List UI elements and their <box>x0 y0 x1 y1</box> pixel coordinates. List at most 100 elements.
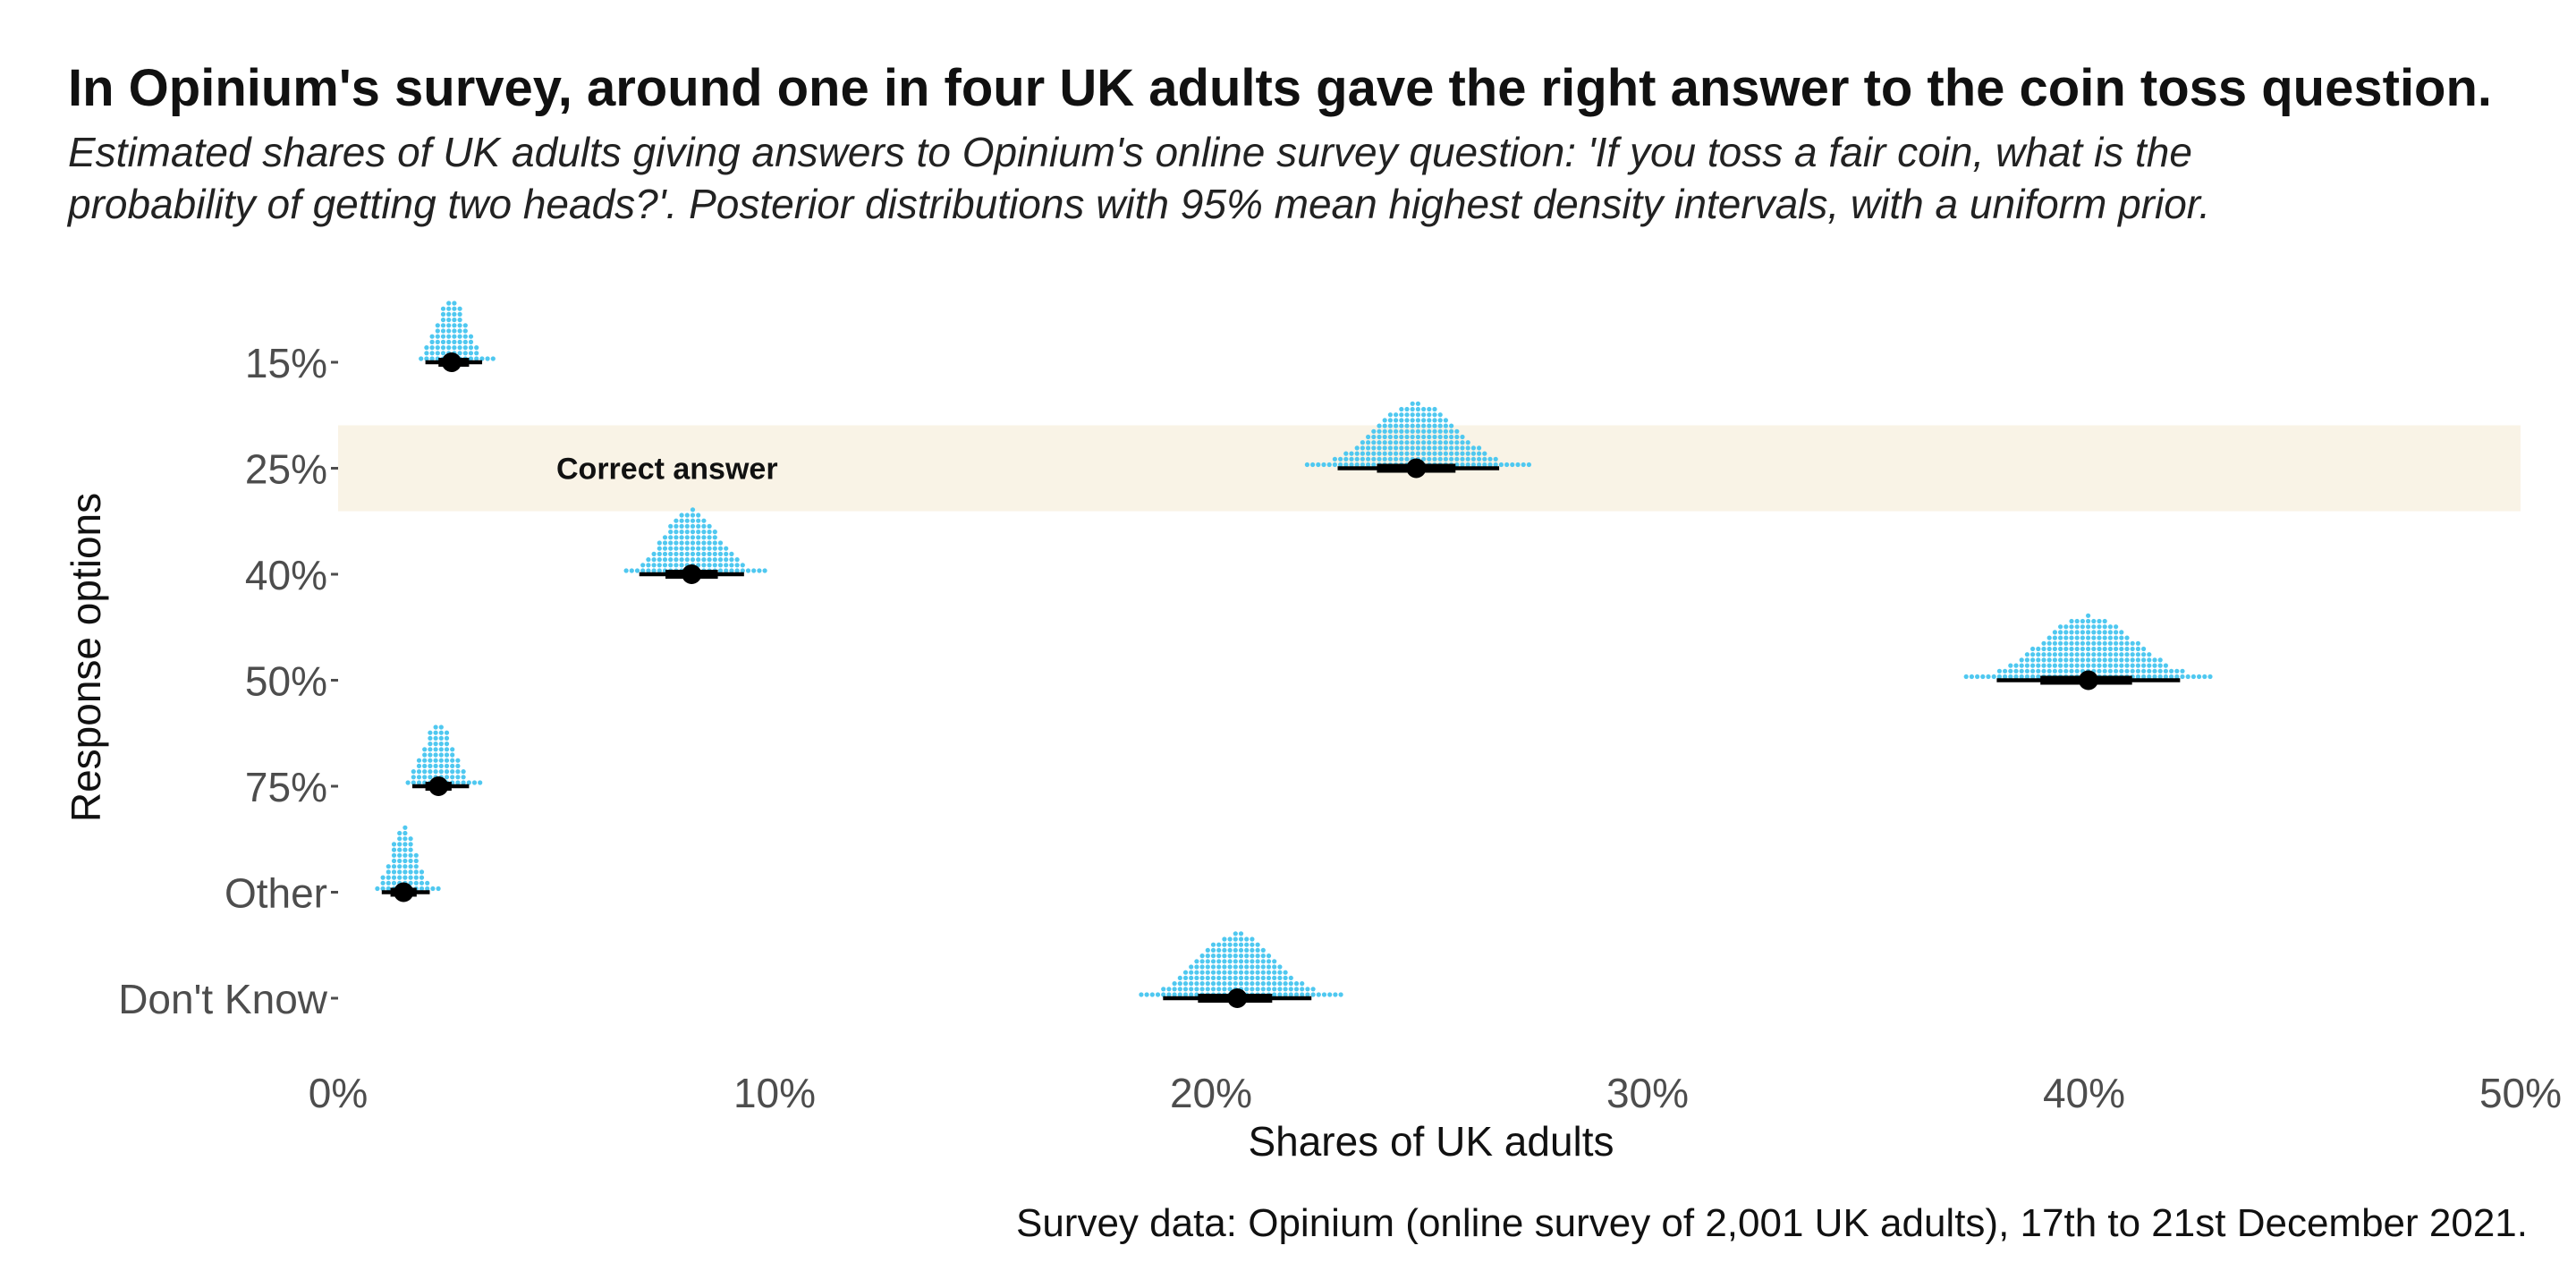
distribution-dot <box>433 769 438 775</box>
distribution-dot <box>2169 668 2174 674</box>
distribution-dot <box>468 345 474 351</box>
distribution-dot <box>1382 440 1387 445</box>
distribution-dot <box>2097 635 2102 640</box>
distribution-dot <box>2124 652 2130 657</box>
distribution-dot <box>1975 674 1980 680</box>
distribution-dot <box>717 568 724 573</box>
distribution-dot <box>1277 975 1283 980</box>
distribution-dot <box>1980 674 1986 680</box>
distribution-dot <box>1387 445 1393 451</box>
distribution-dot <box>429 345 435 351</box>
y-tick-label: 75% <box>245 764 327 810</box>
distribution-dot <box>1199 959 1205 964</box>
distribution-dot <box>2019 668 2024 674</box>
distribution-dot <box>1449 440 1454 445</box>
distribution-dot <box>668 563 674 568</box>
distribution-dot <box>1454 428 1460 434</box>
distribution-dot <box>391 858 397 864</box>
distribution-dot <box>2107 624 2113 630</box>
distribution-dot <box>1421 418 1427 423</box>
distribution-dot <box>679 513 684 518</box>
distribution-dot <box>1449 423 1454 428</box>
distribution-dot <box>1238 947 1244 953</box>
distribution-dot <box>2063 657 2069 663</box>
distribution-dot <box>2052 630 2057 635</box>
distribution-dot <box>2107 668 2113 674</box>
distribution-dot <box>2135 640 2140 646</box>
distribution-dot <box>2107 652 2113 657</box>
chart-subtitle-line-1: Estimated shares of UK adults giving ans… <box>68 129 2192 175</box>
distribution-dot <box>2091 652 2097 657</box>
distribution-dot <box>1210 975 1216 980</box>
distribution-dot <box>1233 959 1238 964</box>
chart-caption: Survey data: Opinium (online survey of 2… <box>1016 1201 2528 1245</box>
distribution-dot <box>1354 451 1360 456</box>
distribution-dot <box>2063 640 2069 646</box>
distribution-dot <box>757 568 762 573</box>
distribution-dot <box>386 869 391 875</box>
distribution-dot <box>1272 970 1277 975</box>
distribution-dot <box>679 546 684 551</box>
distribution-dot <box>2114 635 2119 640</box>
distribution-dot <box>391 875 397 880</box>
distribution-dot <box>2130 668 2135 674</box>
distribution-dot <box>1360 440 1365 445</box>
distribution-dot <box>446 339 452 344</box>
distribution-dot <box>2180 668 2185 674</box>
distribution-dot <box>1255 953 1260 959</box>
distribution-dot <box>1437 434 1443 440</box>
distribution-dot <box>1266 964 1272 970</box>
distribution-dot <box>402 869 408 875</box>
distribution-dot <box>640 563 646 568</box>
distribution-dot <box>391 842 397 847</box>
distribution-dot <box>1260 975 1266 980</box>
distribution-dot <box>1410 428 1415 434</box>
distribution-dot <box>2069 630 2074 635</box>
distribution-dot <box>701 557 707 563</box>
distribution-dot <box>2069 652 2074 657</box>
distribution-dot <box>1343 456 1349 462</box>
distribution-dot <box>397 852 402 858</box>
distribution-dot <box>397 847 402 852</box>
distribution-dot <box>2013 668 2019 674</box>
distribution-dot <box>2107 663 2113 668</box>
distribution-dot <box>2046 668 2052 674</box>
distribution-dot <box>2119 668 2124 674</box>
distribution-dot <box>1283 992 1288 997</box>
distribution-dot <box>1432 428 1437 434</box>
distribution-dot <box>474 356 479 361</box>
distribution-dot <box>1421 456 1427 462</box>
distribution-dot <box>1199 981 1205 987</box>
distribution-dot <box>1443 418 1448 423</box>
distribution-dot <box>1415 428 1420 434</box>
distribution-dot <box>2114 640 2119 646</box>
distribution-dot <box>1244 953 1250 959</box>
distribution-dot <box>1222 964 1227 970</box>
distribution-dot <box>411 780 416 785</box>
distribution-dot <box>2102 663 2107 668</box>
distribution-dot <box>690 540 696 546</box>
distribution-dot <box>1222 975 1227 980</box>
distribution-dot <box>438 752 444 758</box>
distribution-dot <box>2097 630 2102 635</box>
distribution-dot <box>428 735 433 741</box>
distribution-dot <box>1443 440 1448 445</box>
distribution-dot <box>2063 663 2069 668</box>
distribution-dot <box>2107 657 2113 663</box>
distribution-dot <box>429 356 435 361</box>
distribution-dot <box>1449 445 1454 451</box>
distribution-dot <box>2036 663 2041 668</box>
distribution-dot <box>1460 434 1465 440</box>
distribution-dot <box>1443 428 1448 434</box>
distribution-dot <box>734 568 740 573</box>
chart-subtitle-line-2: probability of getting two heads?'. Post… <box>66 181 2210 227</box>
distribution-dot <box>446 311 452 317</box>
distribution-dot <box>712 551 717 557</box>
distribution-dot <box>701 523 707 530</box>
distribution-dot <box>1205 964 1210 970</box>
distribution-dot <box>657 546 662 551</box>
distribution-dot <box>1277 987 1283 992</box>
distribution-dot <box>679 551 684 557</box>
distribution-dot <box>1260 981 1266 987</box>
distribution-dot <box>2102 635 2107 640</box>
